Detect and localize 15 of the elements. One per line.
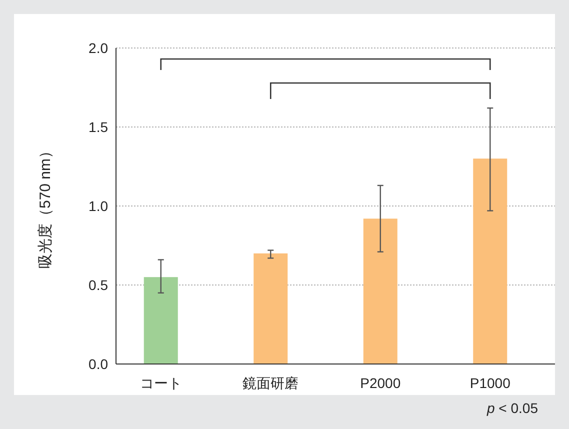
y-tick-label: 2.0 — [88, 40, 108, 56]
bar — [473, 158, 508, 364]
y-tick-label: 1.5 — [88, 119, 108, 135]
bar — [144, 277, 178, 364]
x-tick-label: 鏡面研磨 — [242, 375, 299, 391]
y-tick-label: 1.0 — [88, 198, 108, 214]
text: p < 0.05 — [486, 400, 538, 416]
x-tick-label: P1000 — [470, 375, 511, 391]
y-tick-label: 0.0 — [88, 356, 108, 372]
x-tick-label: コート — [140, 375, 182, 391]
y-axis-title: 吸光度（570 nm） — [37, 143, 54, 269]
x-tick-label: P2000 — [360, 375, 401, 391]
bar — [363, 218, 398, 364]
bar — [254, 253, 288, 364]
y-tick-label: 0.5 — [88, 277, 108, 293]
